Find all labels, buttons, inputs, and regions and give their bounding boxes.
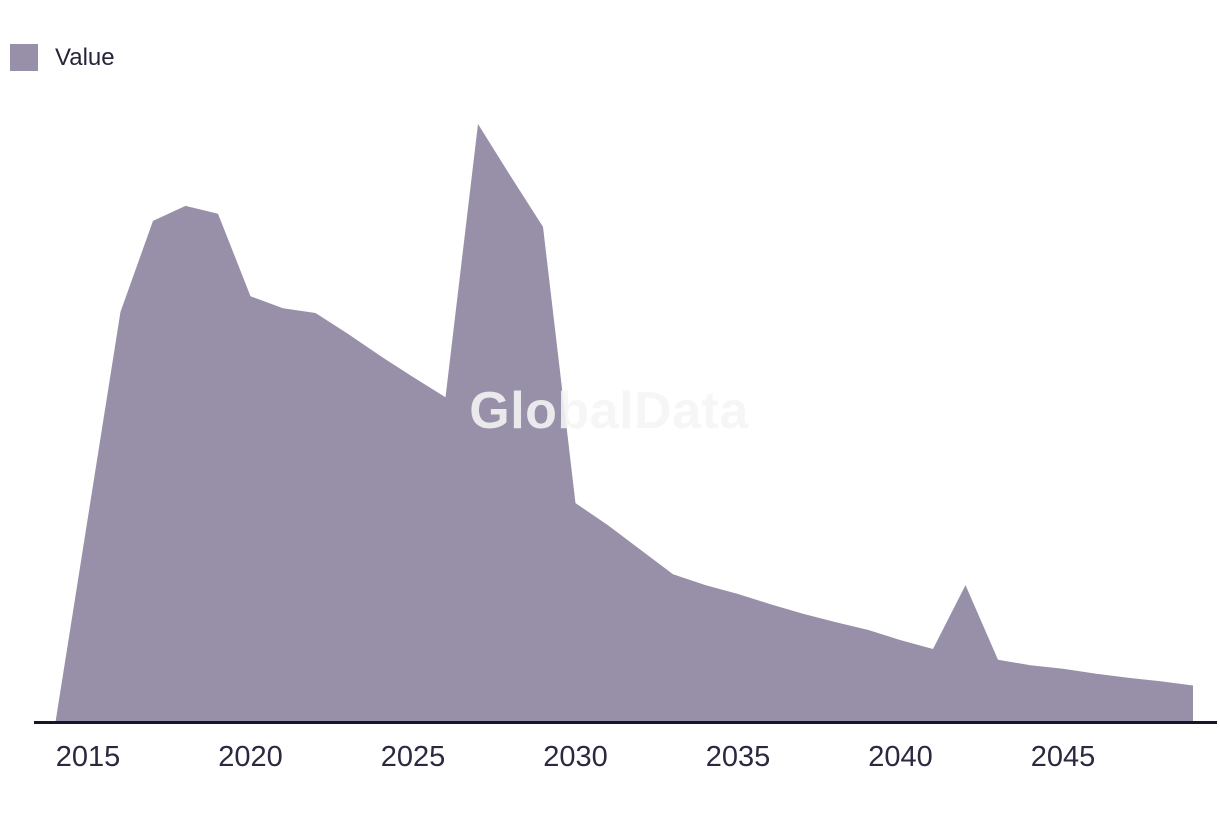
x-axis-tick-label: 2015 [56,741,121,773]
x-axis-tick-label: 2025 [381,741,446,773]
area-series-value [55,124,1193,722]
x-axis-ticks: 2015 2020 2025 2030 2035 2040 2045 [56,741,1096,773]
x-axis-tick-label: 2020 [218,741,283,773]
legend-item-value[interactable]: Value [10,44,115,71]
x-axis-tick-label: 2030 [543,741,608,773]
legend-swatch [10,44,38,71]
legend-label: Value [55,43,115,71]
x-axis-tick-label: 2040 [868,741,933,773]
x-axis-tick-label: 2035 [706,741,771,773]
x-axis-tick-label: 2045 [1031,741,1096,773]
